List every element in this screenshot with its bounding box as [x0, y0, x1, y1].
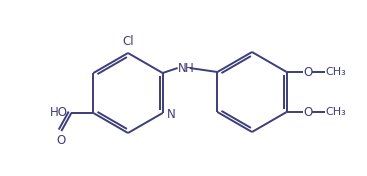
Text: CH₃: CH₃	[326, 107, 346, 117]
Text: O: O	[304, 105, 313, 118]
Text: Cl: Cl	[122, 35, 134, 48]
Text: N: N	[167, 108, 175, 121]
Text: CH₃: CH₃	[326, 67, 346, 77]
Text: O: O	[304, 65, 313, 78]
Text: HO: HO	[50, 106, 68, 120]
Text: H: H	[185, 61, 193, 74]
Text: O: O	[57, 134, 66, 147]
Text: N: N	[178, 61, 186, 74]
